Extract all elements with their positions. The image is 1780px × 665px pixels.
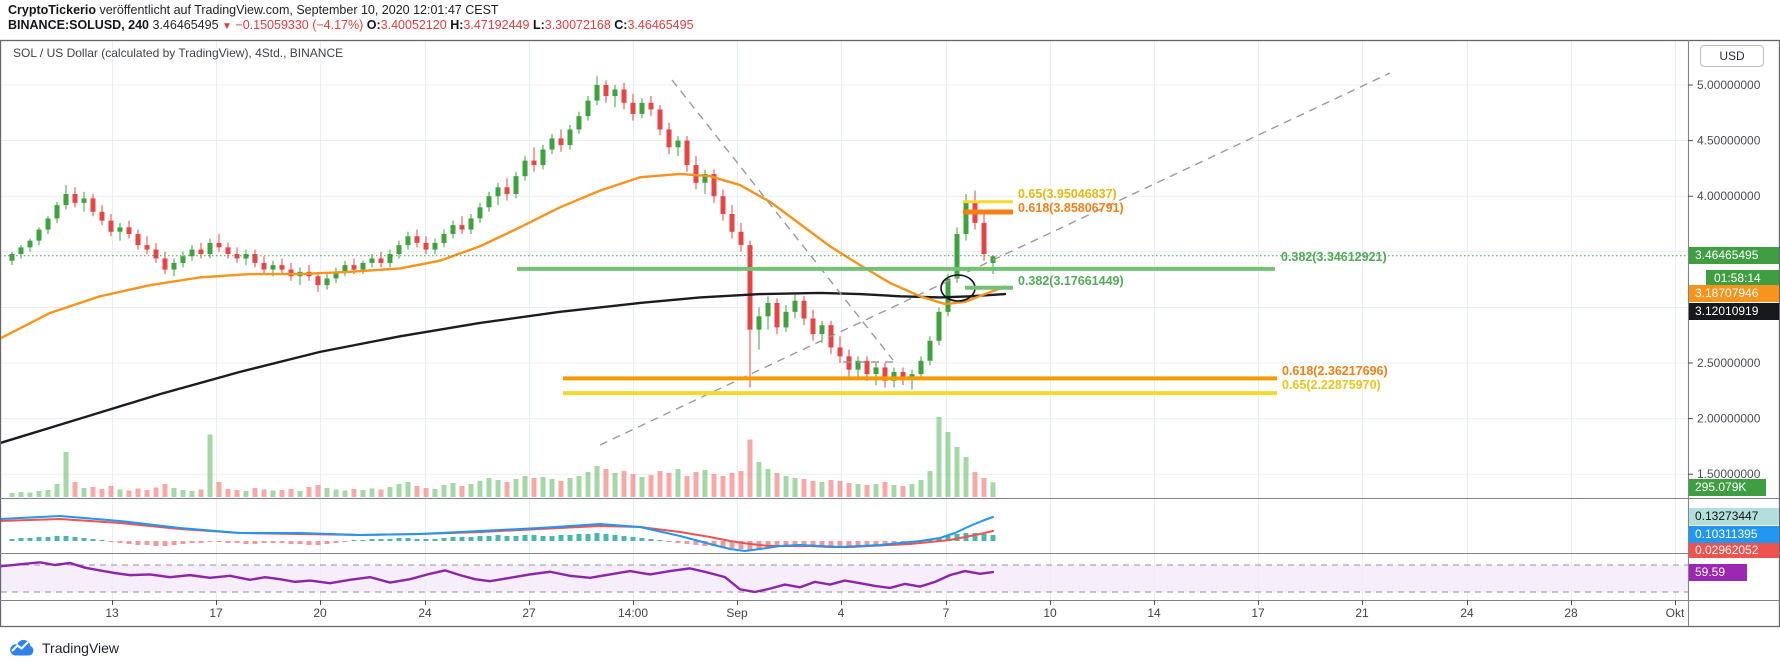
time-axis-label: 24 [1460, 606, 1474, 620]
fib-label: 0.65(3.95046837) [1018, 187, 1117, 201]
low-value: 3.30072168 [544, 18, 611, 32]
price-axis-label: 2.00000000 [1697, 412, 1761, 426]
bar-countdown-badge: 01:58:14 [1706, 270, 1779, 286]
macd-hist-badge: 0.13273447 [1689, 508, 1779, 525]
price-axis-label: 1.50000000 [1697, 467, 1761, 481]
open-label: O: [366, 18, 381, 32]
time-axis-label: 13 [105, 606, 119, 620]
time-axis-label: 14:00 [618, 606, 648, 620]
currency-toggle-button[interactable]: USD [1700, 45, 1764, 67]
time-axis-label: 20 [313, 606, 327, 620]
tradingview-attribution[interactable]: TradingView [8, 638, 119, 657]
high-value: 3.47192449 [463, 18, 530, 32]
moving-averages [0, 172, 1007, 445]
time-axis-label: 10 [1043, 606, 1057, 620]
last-price: 3.46465495 [152, 18, 219, 32]
candles-layer [9, 76, 996, 390]
rsi-line [0, 561, 995, 594]
time-axis-label: 21 [1355, 606, 1369, 620]
fib-label: 0.382(3.34612921) [1281, 250, 1387, 264]
price-axis-label: 5.00000000 [1697, 78, 1761, 92]
symbol-label: BINANCE:SOLUSD, 240 [8, 18, 149, 32]
price-axis-label: 4.50000000 [1697, 134, 1761, 148]
ma-slow-value-badge: 3.12010919 [1689, 303, 1779, 320]
fib-label: 0.382(3.17661449) [1018, 274, 1124, 288]
low-label: L: [532, 18, 545, 32]
volume-value-badge: 295.079K [1689, 479, 1766, 496]
trendline-annotations [599, 72, 1391, 446]
current-price-badge: 3.46465495 [1689, 247, 1779, 264]
down-arrow-icon: ▼ [222, 21, 232, 32]
time-axis-label: 28 [1564, 606, 1578, 620]
publisher-name: CryptoTickerio [8, 3, 96, 17]
grid-layer [1, 41, 1688, 600]
publish-header: CryptoTickerio veröffentlicht auf Tradin… [8, 3, 499, 17]
price-axis-label: 4.00000000 [1697, 189, 1761, 203]
time-axis-label: Sep [726, 606, 748, 620]
ticker-header: BINANCE:SOLUSD, 240 3.46465495 ▼ −0.1505… [8, 18, 694, 32]
price-axis-label: 2.50000000 [1697, 356, 1761, 370]
time-axis-label: 17 [209, 606, 223, 620]
fib-label: 0.618(3.85806791) [1018, 201, 1124, 215]
macd-line-badge: 0.10311395 [1689, 526, 1779, 543]
time-axis-label: Okt [1666, 606, 1685, 620]
time-axis-label: 24 [418, 606, 432, 620]
high-label: H: [450, 18, 464, 32]
rsi-value-badge: 59.59 [1689, 564, 1747, 581]
tradingview-wordmark: TradingView [42, 639, 120, 656]
time-axis[interactable]: 13 17 20 24 27 14:00 Sep 4 7 10 14 17 21 24 28 Okt [105, 600, 1685, 620]
price-change: −0.15059330 (−4.17%) [235, 18, 364, 32]
fib-label: 0.65(2.22875970) [1282, 378, 1381, 392]
time-axis-label: 27 [522, 606, 536, 620]
close-label: C: [614, 18, 628, 32]
time-axis-label: 7 [943, 606, 950, 620]
ma-fast-value-badge: 3.18707946 [1689, 285, 1779, 302]
time-axis-label: 14 [1147, 606, 1161, 620]
macd-signal-badge: 0.02962052 [1689, 543, 1779, 558]
publish-info: veröffentlicht auf TradingView.com, Sept… [96, 3, 499, 17]
fibonacci-levels: 0.65(3.95046837)0.618(3.85806791) 0.382(3… [517, 187, 1388, 396]
tradingview-logo-icon [10, 639, 34, 656]
time-axis-label: 17 [1251, 606, 1265, 620]
volume-layer [9, 417, 996, 497]
chart-title: SOL / US Dollar (calculated by TradingVi… [13, 46, 344, 60]
macd-pane [0, 515, 996, 552]
fib-label: 0.618(2.36217696) [1282, 364, 1388, 378]
close-value: 3.46465495 [627, 18, 694, 32]
time-axis-label: 4 [838, 606, 845, 620]
price-axis[interactable]: 5.00000000 4.50000000 4.00000000 2.50000000… [1688, 78, 1761, 481]
chart-frame [0, 39, 1780, 628]
open-value: 3.40052120 [380, 18, 447, 32]
